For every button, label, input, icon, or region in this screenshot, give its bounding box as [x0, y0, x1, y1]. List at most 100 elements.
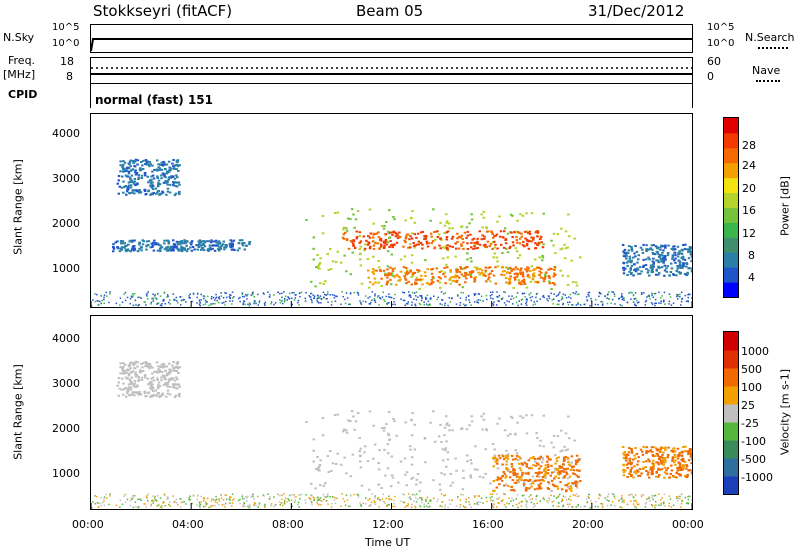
velocity-echo-region [116, 360, 181, 399]
power-cbar-label: Power [dB] [778, 176, 792, 236]
station-title: Stokkseyri (fitACF) [93, 2, 233, 20]
power-echo-region [305, 208, 582, 290]
freq-trace [91, 67, 692, 75]
x-tick: 04:00 [172, 518, 204, 531]
power-ytick: 4000 [52, 127, 80, 140]
velocity-ytick: 4000 [52, 332, 80, 345]
nsky-trace [90, 38, 692, 52]
power-cbar-tick: 8 [748, 249, 755, 262]
power-colorbar-swatch [724, 162, 738, 179]
x-axis-label: Time UT [365, 536, 411, 549]
power-panel [90, 113, 693, 308]
nave-legend-line [756, 80, 780, 82]
cpid-label: CPID [8, 88, 38, 101]
power-cbar-tick: 28 [742, 139, 756, 152]
power-cbar-tick: 16 [742, 204, 756, 217]
velocity-colorbar-swatches [724, 332, 738, 495]
power-colorbar-swatch [724, 118, 738, 134]
freq-label: Freq. [8, 54, 36, 67]
nsearch-tick-high: 10^5 [707, 22, 735, 33]
power-echo-region [367, 266, 557, 286]
nave-label: Nave [752, 64, 781, 77]
nsearch-legend-line [758, 47, 788, 49]
power-ytick: 2000 [52, 217, 80, 230]
power-colorbar-swatch [724, 222, 738, 238]
velocity-colorbar [723, 331, 739, 495]
power-echo-region [341, 230, 545, 250]
x-tick: 00:00 [72, 518, 104, 531]
velocity-colorbar-swatch [724, 458, 738, 477]
power-ground-scatter [91, 291, 692, 307]
velocity-heatmap [91, 360, 692, 509]
nsky-tick-low: 10^0 [52, 38, 80, 49]
power-colorbar [723, 117, 739, 298]
velocity-echo-region [492, 454, 582, 493]
freq-tick-high: 18 [60, 55, 74, 68]
power-echo-region [116, 158, 181, 197]
velocity-cbar-tick: 500 [741, 363, 762, 376]
freq-unit-label: [MHz] [3, 68, 36, 81]
velocity-panel [90, 315, 693, 510]
power-echo-region [621, 243, 692, 277]
power-cbar-tick: 12 [742, 227, 756, 240]
power-colorbar-swatch [724, 237, 738, 253]
velocity-colorbar-swatch [724, 440, 738, 459]
velocity-cbar-tick: -25 [741, 417, 759, 430]
cpid-mode-text: normal (fast) 151 [95, 93, 213, 107]
velocity-cbar-tick: 100 [741, 381, 762, 394]
velocity-ytick: 2000 [52, 422, 80, 435]
velocity-cbar-label: Velocity [m s-1] [778, 368, 792, 456]
velocity-colorbar-swatch [724, 386, 738, 405]
cpid-panel [90, 84, 693, 108]
nsearch-label: N.Search [745, 31, 795, 44]
x-tick: 20:00 [572, 518, 604, 531]
velocity-colorbar-swatch [724, 350, 738, 369]
power-colorbar-swatch [724, 177, 738, 194]
velocity-echo-region [305, 410, 582, 492]
power-cbar-tick: 24 [742, 159, 756, 172]
nave-tick-high: 60 [707, 55, 721, 68]
velocity-cbar-tick: -500 [741, 453, 766, 466]
velocity-cbar-tick: 25 [741, 399, 755, 412]
power-cbar-tick: 20 [742, 182, 756, 195]
velocity-colorbar-swatch [724, 404, 738, 423]
power-colorbar-swatch [724, 252, 738, 268]
power-colorbar-swatch [724, 207, 738, 223]
velocity-ytick: 3000 [52, 377, 80, 390]
freq-panel [90, 57, 693, 84]
velocity-colorbar-swatch [724, 422, 738, 441]
x-tick: 12:00 [372, 518, 404, 531]
nsearch-tick-low: 10^0 [707, 38, 735, 49]
velocity-colorbar-swatch [724, 368, 738, 387]
nsky-label: N.Sky [3, 31, 35, 44]
x-tick: 16:00 [472, 518, 504, 531]
power-ylabel: Slant Range [km] [11, 159, 25, 255]
power-ytick: 3000 [52, 172, 80, 185]
nave-tick-low: 0 [707, 70, 714, 83]
velocity-ylabel: Slant Range [km] [11, 364, 25, 460]
velocity-cbar-tick: 1000 [741, 345, 769, 358]
power-colorbar-swatch [724, 267, 738, 283]
velocity-ytick: 1000 [52, 467, 80, 480]
velocity-cbar-tick: -100 [741, 435, 766, 448]
nsky-tick-high: 10^5 [52, 22, 80, 33]
velocity-echo-region [621, 445, 692, 479]
freq-tick-low: 8 [66, 70, 73, 83]
x-tick: 08:00 [272, 518, 304, 531]
date-title: 31/Dec/2012 [588, 2, 685, 20]
velocity-colorbar-swatch [724, 476, 738, 495]
beam-title: Beam 05 [356, 2, 424, 20]
power-cbar-tick: 4 [748, 271, 755, 284]
power-colorbar-swatch [724, 282, 738, 298]
velocity-ground-scatter [91, 493, 692, 509]
velocity-cbar-tick: -1000 [741, 471, 773, 484]
power-echo-region [112, 239, 252, 253]
nsky-panel [90, 24, 693, 53]
power-colorbar-swatches [724, 118, 738, 298]
x-tick: 00:00 [672, 518, 704, 531]
power-colorbar-swatch [724, 147, 738, 164]
power-colorbar-swatch [724, 132, 738, 149]
velocity-colorbar-swatch [724, 332, 738, 351]
power-colorbar-swatch [724, 192, 738, 208]
power-ytick: 1000 [52, 262, 80, 275]
